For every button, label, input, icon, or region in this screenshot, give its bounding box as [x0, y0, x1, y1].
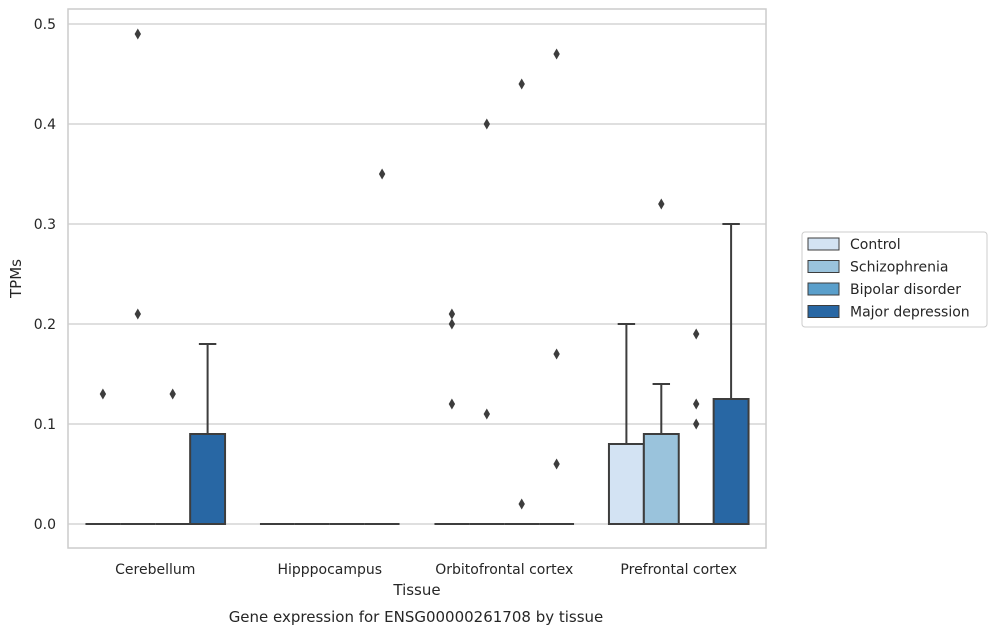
- outlier-point: [553, 48, 560, 60]
- y-tick-label: 0.4: [34, 117, 56, 133]
- x-tick-label: Prefrontal cortex: [620, 562, 737, 578]
- outlier-point: [134, 28, 141, 40]
- outlier-point: [134, 308, 141, 320]
- outlier-point: [693, 418, 700, 430]
- x-tick-label: Hipppocampus: [277, 562, 382, 578]
- box-control: [434, 308, 470, 525]
- outlier-point: [693, 328, 700, 340]
- legend-swatch: [807, 282, 840, 296]
- x-tick-label: Cerebellum: [115, 562, 195, 578]
- box-schizophrenia: [642, 198, 680, 525]
- box-major-depression: [189, 343, 227, 525]
- y-tick-label: 0.0: [34, 517, 56, 533]
- chart-caption: Gene expression for ENSG00000261708 by t…: [229, 608, 604, 626]
- box-schizophrenia: [120, 28, 156, 525]
- legend-swatch: [807, 305, 840, 318]
- box-control: [607, 323, 645, 525]
- outlier-point: [448, 398, 456, 410]
- plot-frame: [67, 8, 767, 549]
- outlier-point: [169, 388, 176, 400]
- box-bipolar-disorder: [504, 78, 540, 525]
- legend-label: Bipolar disorder: [850, 282, 961, 298]
- outlier-point: [553, 458, 560, 470]
- box-major-depression: [712, 223, 750, 525]
- legend: Control Schizophrenia Bipolar disorder Majo…: [801, 231, 988, 328]
- box-body: [189, 433, 227, 525]
- outlier-point: [658, 198, 665, 210]
- y-axis-ticks: 0.0 0.1 0.2 0.3 0.4 0.5: [34, 17, 56, 533]
- legend-frame: [801, 231, 988, 328]
- legend-label: Control: [850, 237, 901, 253]
- outlier-point: [518, 78, 525, 90]
- y-axis-label: TPMs: [7, 259, 25, 299]
- box-bipolar-disorder: [155, 388, 191, 525]
- y-tick-label: 0.1: [34, 417, 56, 433]
- y-tick-label: 0.5: [34, 17, 56, 33]
- outlier-point: [448, 308, 456, 320]
- outlier-point: [99, 388, 107, 400]
- box-body: [712, 398, 750, 525]
- outlier-point: [693, 398, 700, 410]
- box-major-depression: [364, 168, 400, 525]
- outlier-point: [518, 498, 525, 510]
- box-schizophrenia: [469, 118, 505, 525]
- outlier-point: [483, 118, 490, 130]
- x-axis-ticks: Cerebellum Hipppocampus Orbitofrontal cort…: [115, 562, 737, 578]
- box-control: [85, 388, 121, 525]
- legend-label: Schizophrenia: [850, 260, 948, 276]
- box-bipolar-disorder: [678, 328, 714, 525]
- outlier-point: [553, 348, 560, 360]
- legend-swatch: [807, 260, 840, 273]
- y-tick-label: 0.3: [34, 217, 56, 233]
- y-tick-label: 0.2: [34, 317, 56, 333]
- outlier-point: [483, 408, 490, 420]
- box-major-depression: [539, 48, 575, 525]
- box-body: [642, 433, 680, 525]
- x-axis-label: Tissue: [392, 581, 440, 599]
- x-tick-label: Orbitofrontal cortex: [435, 562, 573, 578]
- legend-swatch: [807, 237, 840, 251]
- outlier-point: [448, 318, 456, 330]
- plot-area: [85, 28, 750, 525]
- outlier-point: [378, 168, 386, 180]
- legend-label: Major depression: [850, 305, 970, 321]
- box-body: [607, 443, 645, 525]
